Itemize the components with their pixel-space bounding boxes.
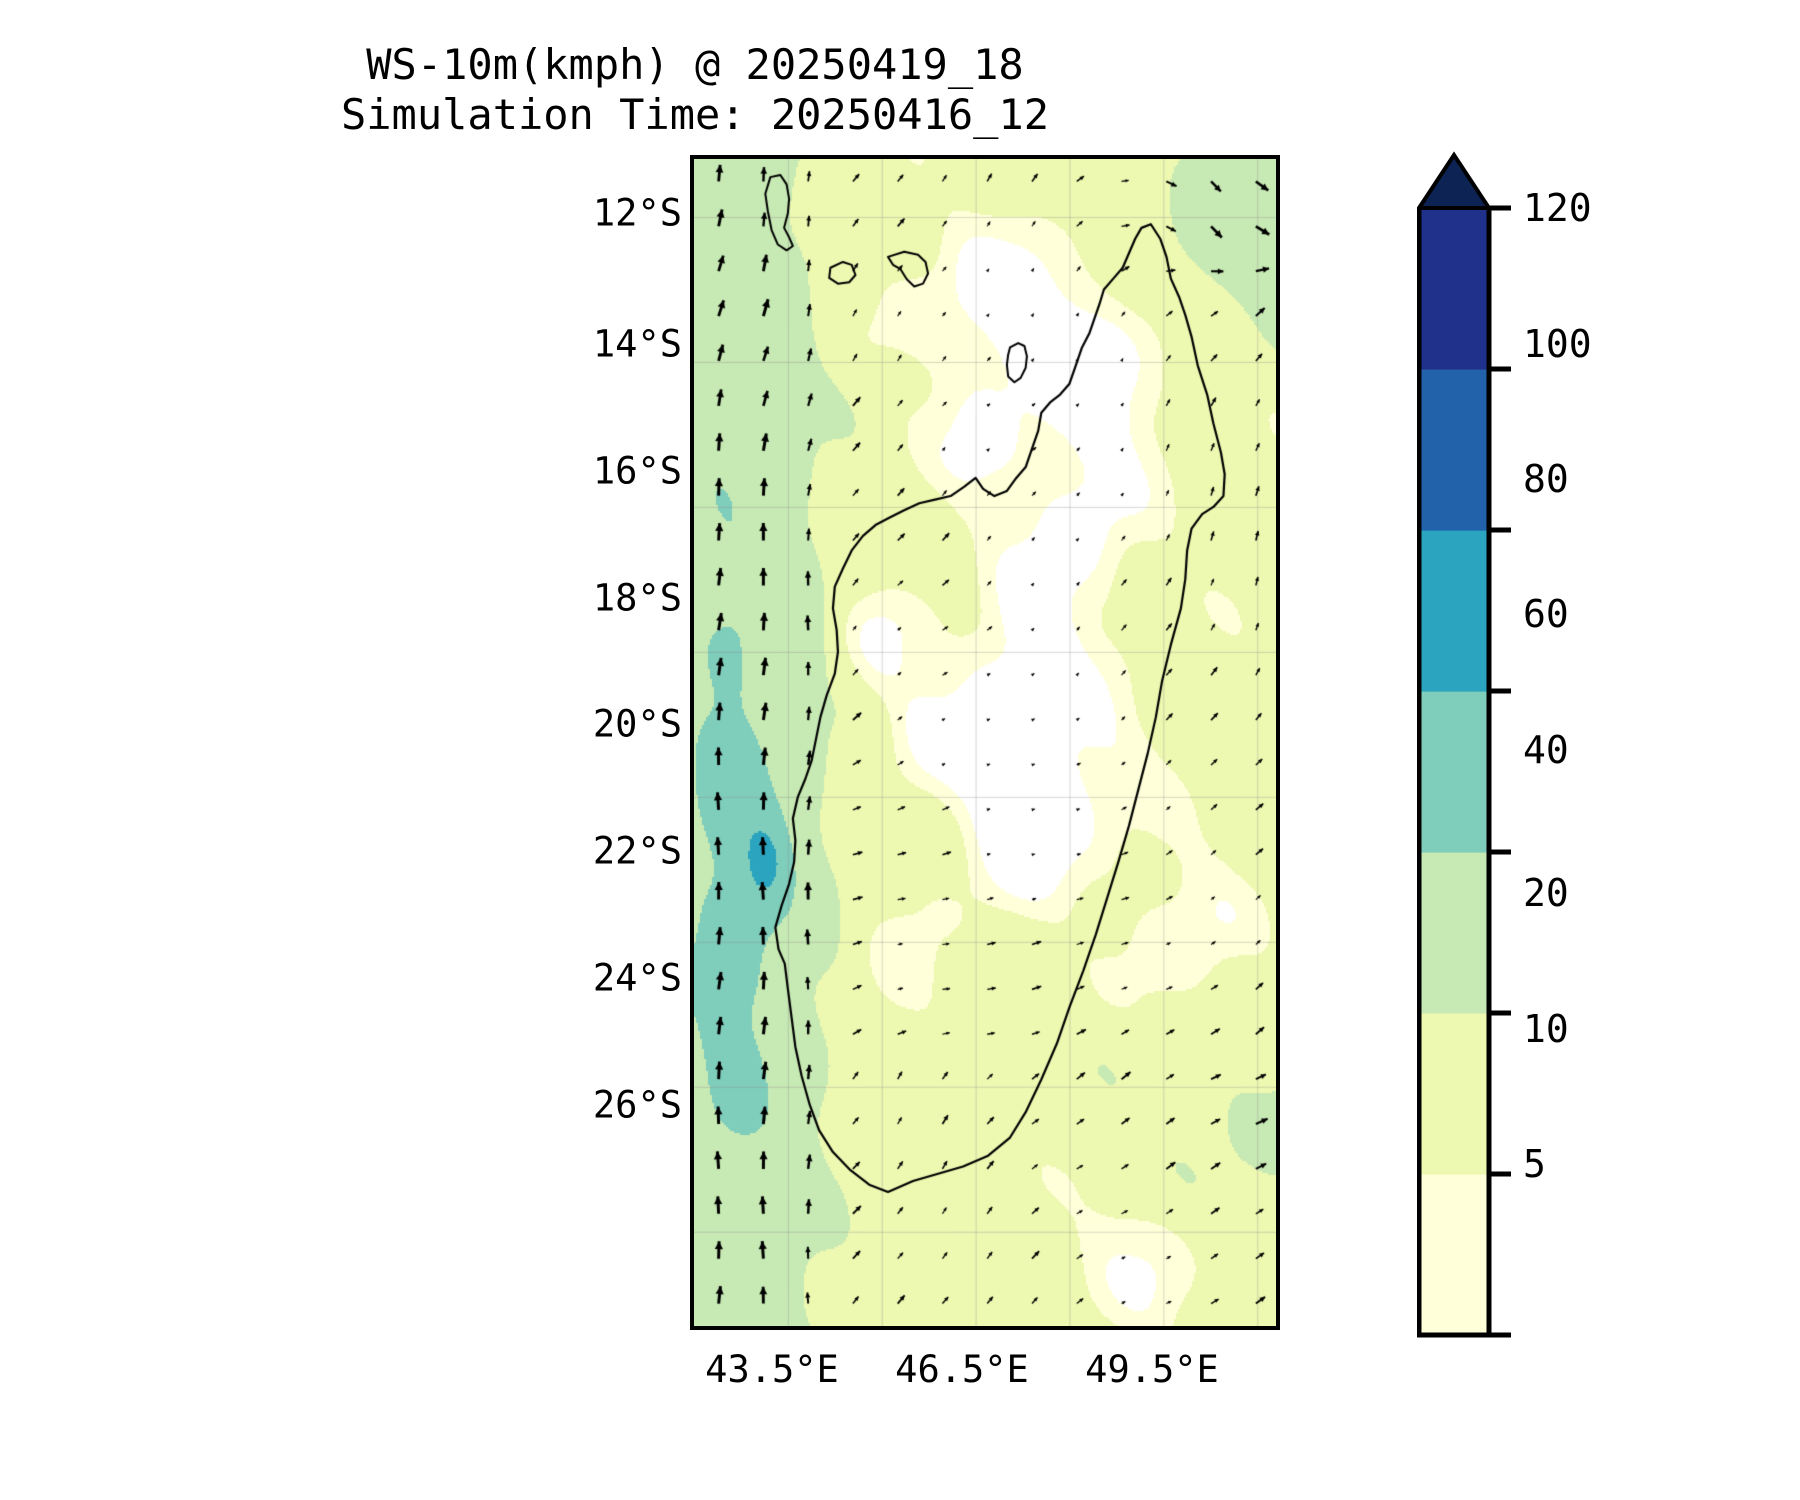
cbar-tick-20: 20 <box>1523 871 1569 915</box>
xtick-label-495E: 49.5°E <box>1085 1348 1219 1391</box>
colorbar-extend-max-arrow <box>1417 151 1493 210</box>
xtick-label-435E: 43.5°E <box>705 1348 839 1391</box>
colorbar-band-5-10 <box>1419 1174 1489 1336</box>
title-line-primary: WS-10m(kmph) @ 20250419_18 <box>366 40 1024 89</box>
title-line-simulation-time: Simulation Time: 20250416_12 <box>340 89 1049 139</box>
ytick-label-16S: 16°S <box>592 449 682 493</box>
cbar-tick-100: 100 <box>1523 322 1592 366</box>
colorbar <box>1417 150 1511 1340</box>
xtick-label-465E: 46.5°E <box>895 1348 1029 1391</box>
colorbar-band-20-40 <box>1419 852 1489 1014</box>
cbar-tick-10: 10 <box>1523 1007 1569 1051</box>
cbar-tick-5: 5 <box>1523 1142 1546 1186</box>
wind-speed-contour-map <box>694 159 1276 1326</box>
ytick-label-18S: 18°S <box>592 576 682 620</box>
ytick-label-20S: 20°S <box>592 702 682 746</box>
ytick-label-12S: 12°S <box>592 191 682 235</box>
colorbar-outline <box>1417 208 1492 1338</box>
cbar-tick-40: 40 <box>1523 728 1569 772</box>
colorbar-band-100-120 <box>1419 208 1489 370</box>
colorbar-band-10-20 <box>1419 1013 1489 1175</box>
ytick-label-24S: 24°S <box>592 956 682 1000</box>
ytick-label-14S: 14°S <box>592 322 682 366</box>
cbar-tick-60: 60 <box>1523 592 1569 636</box>
colorbar-svg <box>1417 151 1511 1338</box>
cbar-tick-80: 80 <box>1523 457 1569 501</box>
cbar-tick-120: 120 <box>1523 186 1592 230</box>
colorbar-band-60-80 <box>1419 530 1489 692</box>
colorbar-band-40-60 <box>1419 691 1489 853</box>
ytick-label-26S: 26°S <box>592 1083 682 1127</box>
colorbar-band-80-100 <box>1419 369 1489 531</box>
ytick-label-22S: 22°S <box>592 829 682 873</box>
map-plot-area <box>690 155 1280 1330</box>
figure-title: WS-10m(kmph) @ 20250419_18 Simulation Ti… <box>0 40 1390 139</box>
